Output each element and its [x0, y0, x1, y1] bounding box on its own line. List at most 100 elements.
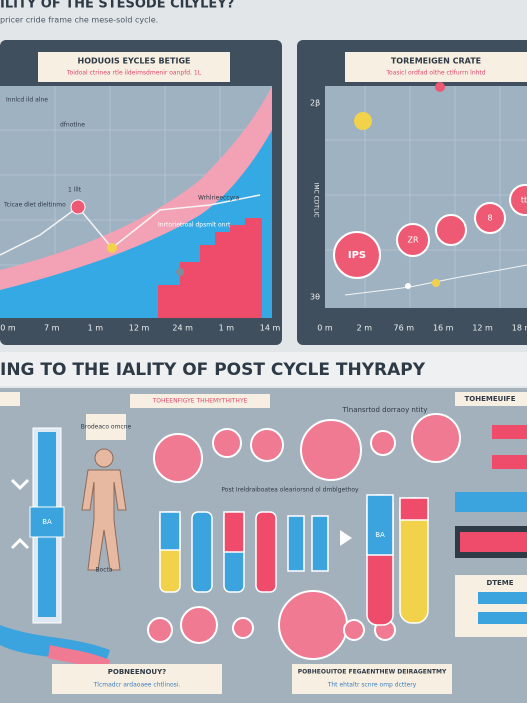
annotation: 1 lllt — [68, 187, 82, 194]
group: 0 m 2 m 76 m 16 m 12 m 18 m — [317, 324, 527, 333]
bubble-label: ZR — [407, 236, 418, 245]
line — [344, 264, 527, 296]
tube-band — [29, 506, 65, 538]
label-box — [52, 664, 222, 694]
shape — [300, 419, 362, 481]
point — [70, 199, 86, 215]
x-label: 1 m — [88, 324, 104, 333]
test-tubes — [159, 494, 429, 626]
bar-box — [455, 575, 527, 637]
bar-box — [455, 492, 527, 512]
shape — [343, 619, 365, 641]
annotation: dfnotlne — [60, 122, 85, 129]
banner — [0, 352, 527, 386]
x-label: 76 m — [394, 324, 415, 333]
point — [405, 283, 411, 289]
point — [432, 279, 440, 287]
label-box — [86, 414, 126, 440]
bar-box — [460, 532, 527, 552]
label: Bocta — [95, 567, 112, 574]
x-label: 12 m — [129, 324, 150, 333]
title-box — [345, 52, 527, 82]
shape — [94, 448, 114, 468]
label: Tlcmadcr ardaoaee chtlinosi. — [93, 682, 181, 689]
title-box — [38, 52, 230, 82]
group: 0 m 7 m 1 m 12 m 24 m 1 m 14 m — [0, 324, 280, 333]
bubble-label: IPS — [348, 250, 366, 261]
bubble — [474, 202, 506, 234]
panel-note: Toidoal ctrinea rtle ildeimsdmenir oanpf… — [66, 70, 202, 77]
x-label: 7 m — [44, 324, 60, 333]
x-label: 14 m — [260, 324, 281, 333]
bubble — [435, 82, 445, 92]
bubble-label: tb — [521, 196, 527, 205]
shape — [370, 430, 396, 456]
label: BA — [375, 531, 385, 539]
panel-title: TOREMEIGEN CRATE — [391, 57, 481, 66]
bubble — [509, 184, 527, 216]
point — [107, 243, 117, 253]
shape — [399, 497, 429, 521]
shape — [287, 515, 305, 572]
annotation: Innlcd ild alne — [6, 97, 48, 104]
label: Brodeaco omcne — [81, 424, 132, 431]
wave — [48, 645, 110, 670]
label-box — [292, 664, 452, 694]
annotation: Tcicae dlet dleltinmo — [3, 202, 66, 209]
shape — [411, 413, 461, 463]
x-label: 1 m — [219, 324, 235, 333]
page-title: ILITY OF THE STESODE CILYLEY? — [0, 0, 234, 12]
panel-note: Toasicl ordfad olthe ctlfurrn lnhtd — [385, 70, 485, 77]
x-label: 24 m — [172, 324, 193, 333]
bubble — [354, 112, 372, 130]
shape — [223, 511, 245, 553]
x-label: 0 m — [0, 324, 16, 333]
y-label: 2β — [310, 99, 320, 108]
label: POBHEOUITOE FEGAENTHEW DEIRAGENTMY — [298, 669, 447, 676]
bubble-label: 8 — [487, 214, 492, 223]
panel-title: HODUOIS EYCLES BETIGE — [78, 57, 191, 66]
label-box — [455, 392, 527, 406]
arrow — [340, 530, 352, 546]
shape — [81, 469, 127, 571]
figure — [81, 448, 127, 571]
shape — [191, 511, 213, 593]
y-label: 3θ — [310, 293, 320, 302]
x-label: 2 m — [357, 324, 373, 333]
x-label: 12 m — [472, 324, 493, 333]
shape — [180, 606, 218, 644]
bubble — [333, 231, 381, 279]
shape — [159, 511, 181, 551]
shape — [147, 617, 173, 643]
shape — [255, 511, 277, 593]
annotation: Inrtorietroal dpsmlt onrt — [158, 222, 231, 229]
page-subtitle: pricer cride frame che mese-sold cycle. — [0, 16, 158, 25]
arrow — [10, 478, 30, 491]
bar-box — [492, 425, 527, 439]
x-label: 16 m — [433, 324, 454, 333]
shape — [212, 428, 242, 458]
arrow — [10, 537, 30, 550]
bar-box — [478, 592, 527, 604]
label: TOHEMEUIFE — [465, 395, 516, 403]
bubble — [396, 223, 430, 257]
label: DTEME — [486, 579, 513, 587]
section-title: ING TO THE IALITY OF POST CYCLE THYRAPY — [0, 360, 426, 380]
label: Post Ireldraiboatea oleariorsnd ol dmblg… — [221, 487, 359, 494]
shape — [278, 590, 348, 660]
label: Tlnansrtod dorraoy ntity — [342, 406, 428, 414]
bar-box — [492, 455, 527, 469]
x-label: 0 m — [317, 324, 333, 333]
x-label: 18 m — [512, 324, 527, 333]
label: POBNEENOUY? — [108, 668, 166, 676]
shape — [153, 433, 203, 483]
bubble — [435, 214, 467, 246]
shape — [232, 617, 254, 639]
annotation: Wrhlrieeccyra — [198, 195, 240, 202]
label: TOHEENFIGYE THHEMYTHITHYE — [152, 398, 248, 405]
label-box — [130, 394, 270, 408]
label-box — [0, 392, 20, 406]
bar-box — [478, 612, 527, 624]
shape — [311, 515, 329, 572]
